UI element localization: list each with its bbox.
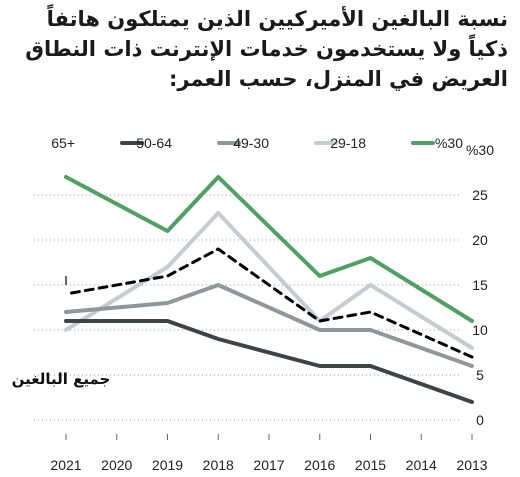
x-tick-label: 2016 — [304, 457, 335, 473]
chart-legend: 65+ 50-64 49-30 29-18 %30 — [51, 135, 463, 151]
x-tick-label: 2017 — [253, 457, 284, 473]
legend-label: 65+ — [51, 135, 75, 151]
y-tick-label: %30 — [466, 142, 494, 158]
x-tick-label: 2014 — [406, 457, 437, 473]
series-line — [64, 247, 474, 359]
y-tick-label: 15 — [472, 277, 488, 293]
y-tick-label: 20 — [472, 232, 488, 248]
all-adults-annotation: جميع البالغين — [12, 370, 111, 388]
legend-label: 49-30 — [233, 135, 269, 151]
series-line — [64, 211, 474, 350]
series-line — [64, 175, 474, 323]
legend-label: 50-64 — [136, 135, 172, 151]
y-axis-tick-labels: 0 5 10 15 20 25 %30 — [466, 142, 494, 428]
chart-series — [64, 175, 474, 404]
y-tick-label: 25 — [472, 187, 488, 203]
chart-title: نسبة البالغين الأميركيين الذين يمتلكون ه… — [25, 7, 508, 91]
y-tick-label: 5 — [476, 367, 484, 383]
grid-lines — [34, 194, 460, 421]
x-tick-label: 2020 — [101, 457, 132, 473]
x-tick-label: 2015 — [355, 457, 386, 473]
x-tick-label: 2018 — [203, 457, 234, 473]
x-tick-label: 2021 — [50, 457, 81, 473]
x-axis-tick-labels: 2013 2014 2015 2016 2017 2018 2019 2020 2021 — [50, 434, 488, 473]
series-line — [64, 283, 474, 368]
series-line — [64, 319, 474, 404]
x-tick-label: 2013 — [456, 457, 487, 473]
x-tick-label: 2019 — [152, 457, 183, 473]
y-tick-label: 0 — [476, 412, 484, 428]
y-tick-label: 10 — [472, 322, 488, 338]
legend-label: %30 — [435, 135, 463, 151]
legend-label: 29-18 — [330, 135, 366, 151]
